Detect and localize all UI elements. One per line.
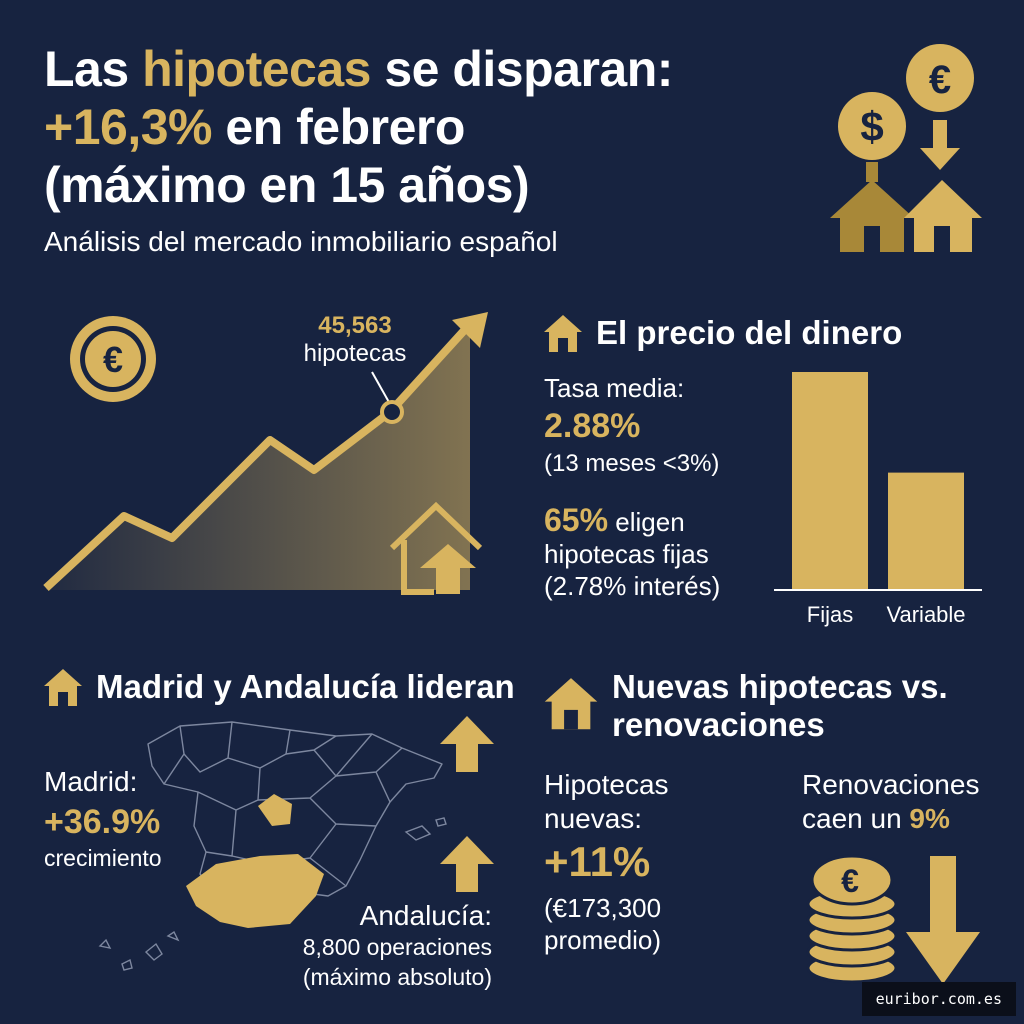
madrid-note: crecimiento xyxy=(44,845,162,871)
bar-variable xyxy=(888,472,964,590)
house-icon xyxy=(830,180,914,252)
title-text: en febrero xyxy=(211,99,465,155)
annotation-value: 45,563 xyxy=(318,312,392,339)
andalucia-note: (máximo absoluto) xyxy=(302,964,492,990)
title-percentage: +16,3% xyxy=(44,99,212,155)
title-highlight: hipotecas xyxy=(142,41,371,97)
fixed-share-text-3: (2.78% interés) xyxy=(544,571,721,601)
annotation-marker xyxy=(380,400,404,424)
new-mortgages-label: Hipotecas nuevas: xyxy=(544,768,669,836)
new-mortgages-value: +11% xyxy=(544,838,651,885)
svg-text:€: € xyxy=(929,58,951,102)
fixed-share-text-2: hipotecas fijas xyxy=(544,539,709,569)
canary-islands xyxy=(98,930,180,971)
annotation-leader xyxy=(371,371,391,405)
balearic-islands xyxy=(404,817,447,841)
svg-text:€: € xyxy=(841,863,859,899)
new-mortgages-note: (€173,300 promedio) xyxy=(544,892,661,956)
madrid-region xyxy=(258,794,292,826)
dollar-coin-icon: $ xyxy=(838,92,906,182)
section-title-new-vs-renew: Nuevas hipotecas vs. renovaciones xyxy=(612,668,948,744)
svg-text:€: € xyxy=(103,339,123,380)
madrid-label: Madrid: xyxy=(44,766,138,797)
down-arrow-icon xyxy=(920,120,960,170)
renew-line-2: caen un xyxy=(802,803,910,834)
title-text: se disparan: xyxy=(370,41,673,97)
house-up-arrow-icon xyxy=(389,501,483,595)
bar-fijas xyxy=(792,372,868,590)
new-label-line-1: Hipotecas xyxy=(544,769,669,800)
up-arrow-icon xyxy=(440,716,494,772)
up-arrow-icon xyxy=(452,312,488,348)
andalucia-label: Andalucía: xyxy=(359,900,492,931)
section-title-line-2: renovaciones xyxy=(612,706,825,743)
section-title-regions: Madrid y Andalucía lideran xyxy=(96,668,515,705)
svg-text:$: $ xyxy=(860,103,883,150)
coin-stack-icon: € xyxy=(806,854,898,984)
andalucia-ops: 8,800 operaciones xyxy=(302,934,492,960)
page-subtitle: Análisis del mercado inmobiliario españo… xyxy=(44,226,558,257)
header-icon-group: $ € xyxy=(830,44,982,252)
fixed-vs-variable-bar-chart: Fijas Variable xyxy=(774,372,982,627)
new-note-line-1: (€173,300 xyxy=(544,893,662,923)
bar-label-variable: Variable xyxy=(886,602,965,627)
house-icon xyxy=(904,180,982,252)
madrid-value: +36.9% xyxy=(44,803,161,841)
rate-label: Tasa media: xyxy=(544,373,685,403)
up-arrow-icon xyxy=(440,836,494,892)
fixed-share-value: 65% xyxy=(544,502,609,538)
section-title-money-price: El precio del dinero xyxy=(596,314,903,351)
title-text: Las xyxy=(44,41,143,97)
growth-annotation: 45,563 hipotecas xyxy=(280,312,430,368)
new-label-line-2: nuevas: xyxy=(544,803,643,834)
down-arrow-icon xyxy=(906,856,980,984)
source-badge: euribor.com.es xyxy=(861,982,1016,1016)
euro-coin-icon: € xyxy=(906,44,974,112)
bar-label-fijas: Fijas xyxy=(807,602,853,627)
annotation-label: hipotecas xyxy=(303,340,407,367)
fixed-share-text: 65% eligen hipotecas fijas (2.78% interé… xyxy=(544,504,720,602)
spain-map xyxy=(98,721,447,971)
renew-value: 9% xyxy=(909,803,950,834)
renewals-text: Renovaciones caen un 9% xyxy=(802,768,979,836)
title-line-2: +16,3% en febrero xyxy=(44,98,764,156)
renew-line-1: Renovaciones xyxy=(802,769,980,800)
house-icon xyxy=(544,678,598,730)
page-title: Las hipotecas se disparan: +16,3% en feb… xyxy=(44,40,764,214)
rate-note: (13 meses <3%) xyxy=(544,450,720,477)
andalucia-stats: Andalucía: 8,800 operaciones (máximo abs… xyxy=(260,900,492,992)
fixed-share-text-1: eligen xyxy=(608,507,685,537)
rate-value: 2.88% xyxy=(544,407,641,445)
house-icon xyxy=(44,669,82,706)
euro-medallion-icon: € xyxy=(70,316,156,402)
new-note-line-2: promedio) xyxy=(544,925,662,955)
andalucia-region xyxy=(186,854,324,928)
growth-line-graphic xyxy=(43,312,488,591)
title-line-1: Las hipotecas se disparan: xyxy=(44,40,764,98)
title-line-3: (máximo en 15 años) xyxy=(44,157,530,213)
house-icon xyxy=(544,315,582,352)
section-title-line-1: Nuevas hipotecas vs. xyxy=(612,668,948,705)
